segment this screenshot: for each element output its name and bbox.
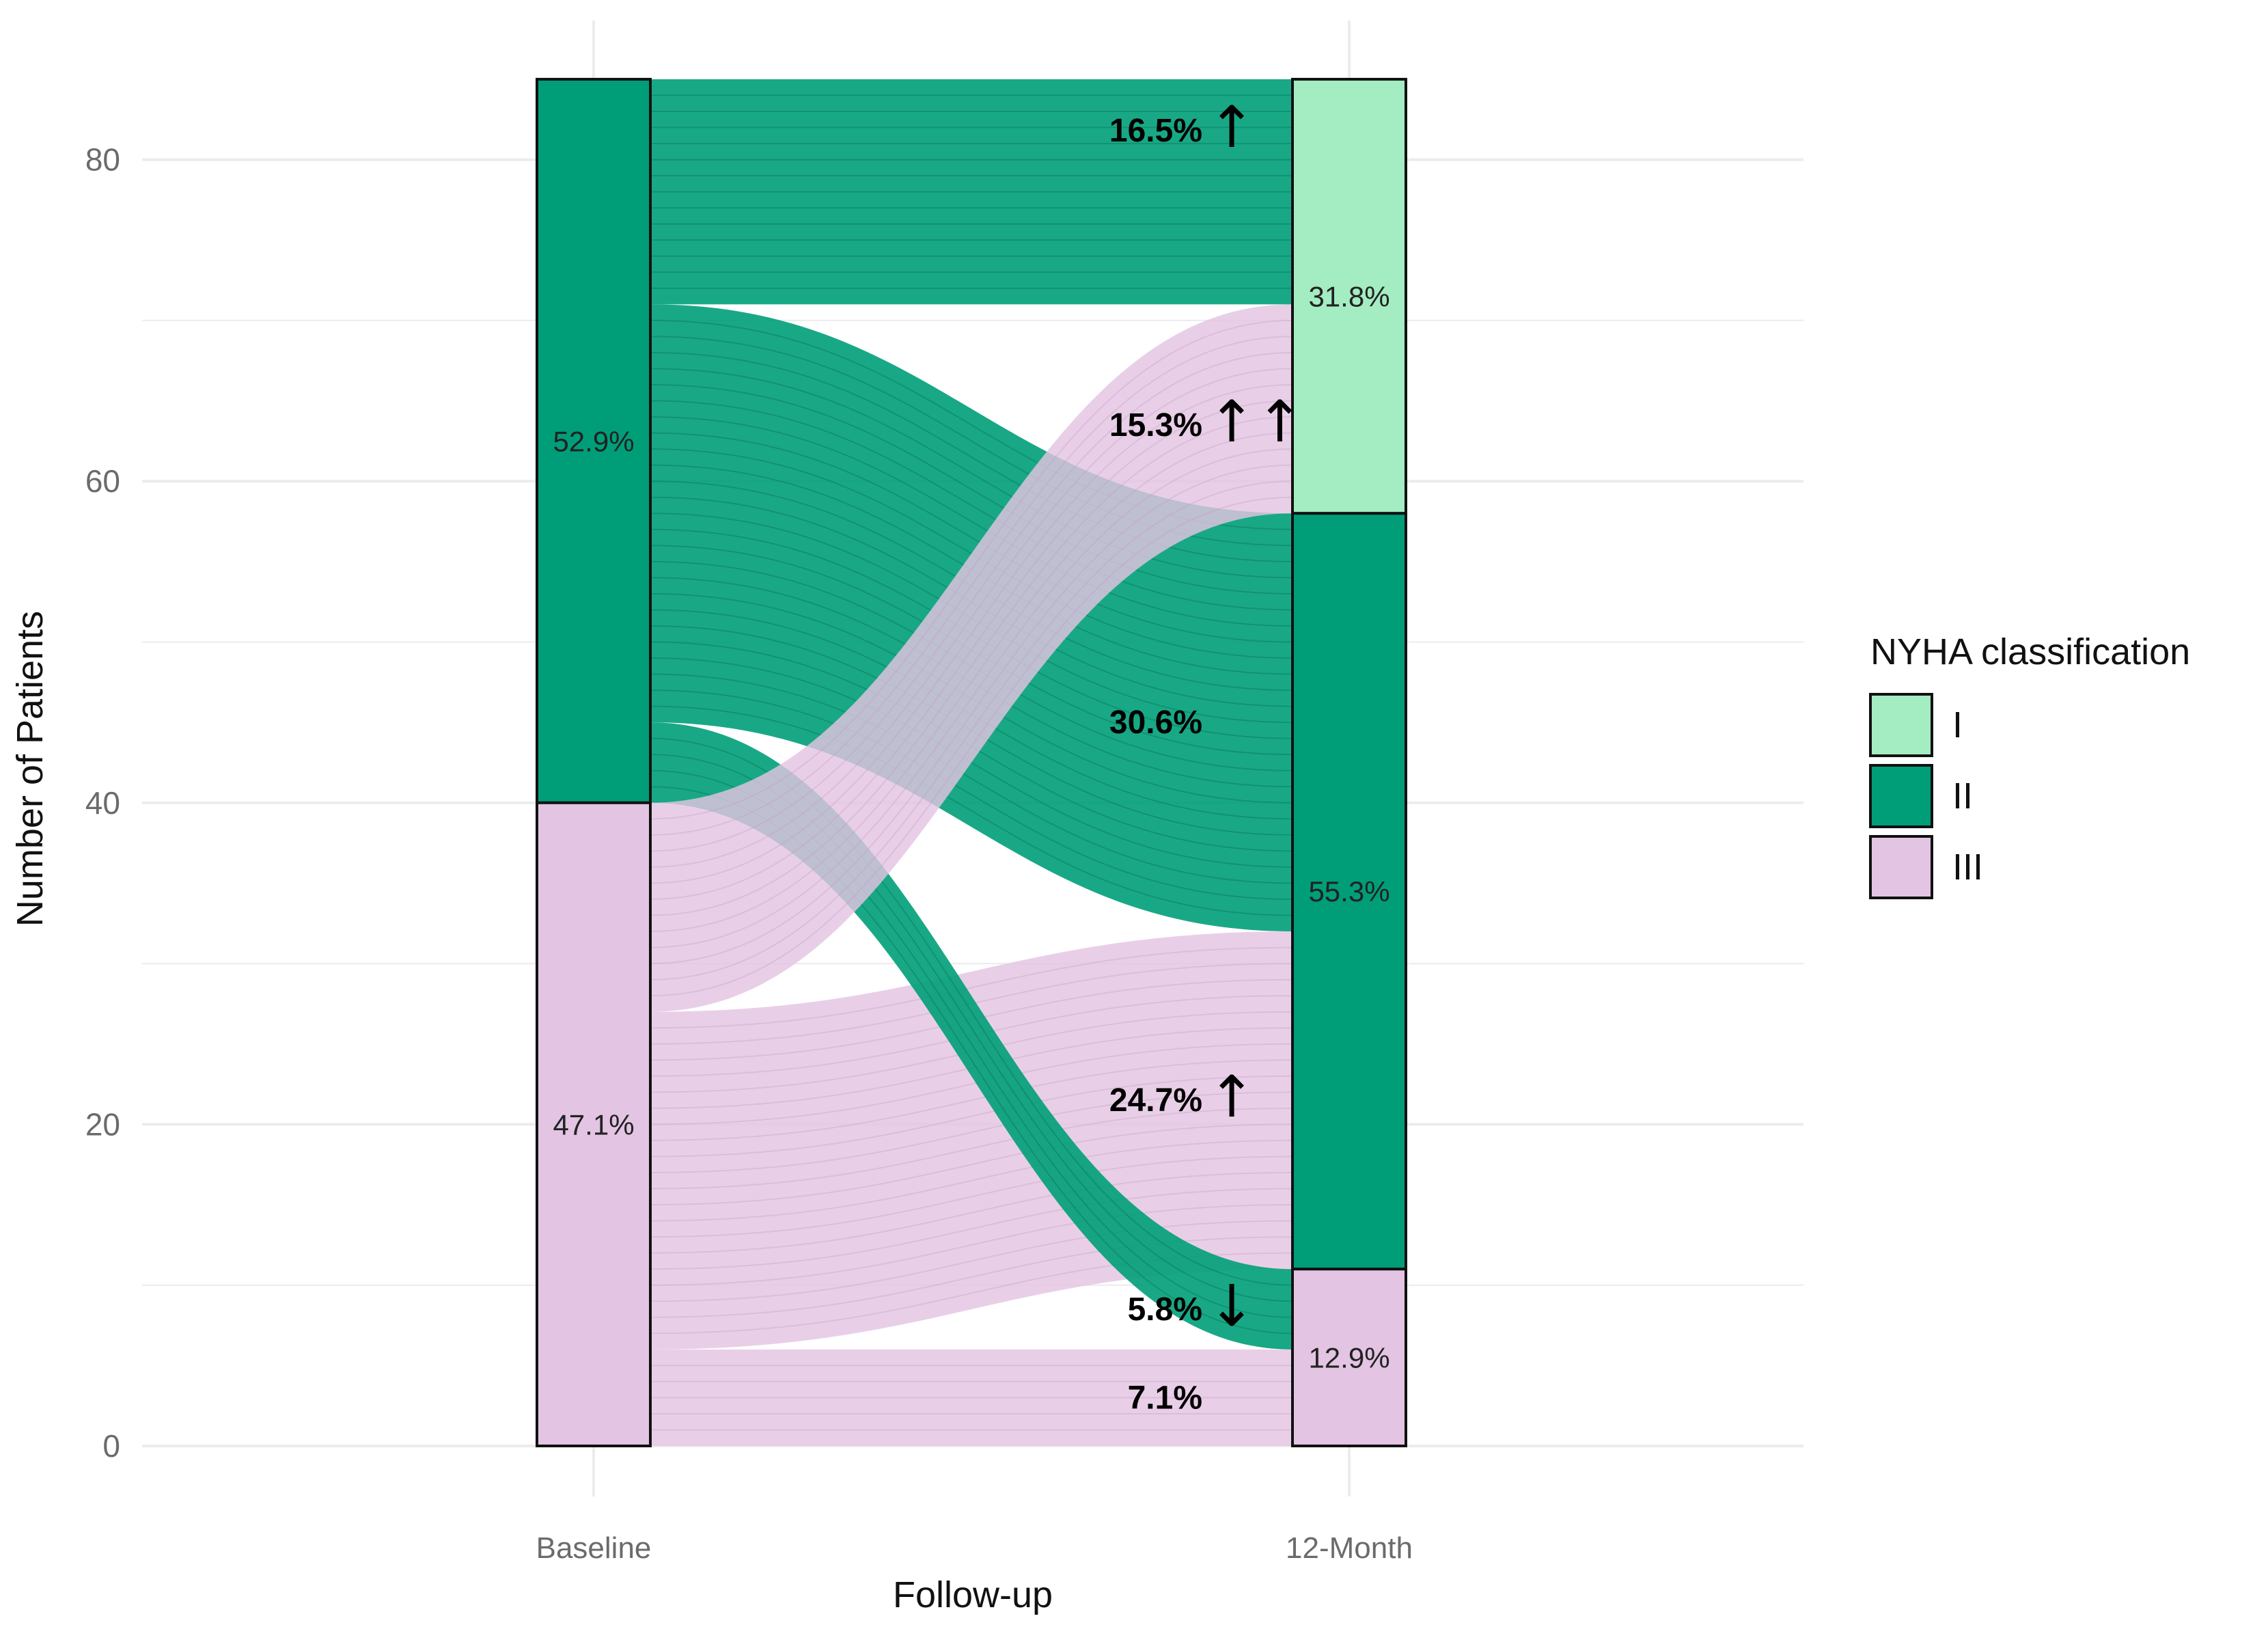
flow-label-iii-to-iii: 7.1% — [1128, 1380, 1202, 1416]
flow-strand — [650, 336, 1293, 836]
y-tick-label: 40 — [85, 785, 120, 821]
labels: 52.9%47.1%31.8%55.3%12.9%16.5% ↑15.3% ↑↑30… — [553, 94, 1389, 1416]
y-tick-label: 0 — [102, 1428, 120, 1464]
flow-ii-to-iii — [650, 722, 1292, 1350]
flow-strand — [650, 416, 1293, 627]
month12-stratum-label: 12.9% — [1308, 1342, 1389, 1374]
flow-strand — [650, 400, 1293, 611]
flow-strand — [650, 1171, 1293, 1254]
flows — [650, 79, 1293, 1446]
arrow-up-icon: ↑ — [1208, 94, 1256, 161]
flow-label-iii-to-ii: 24.7% — [1109, 1082, 1202, 1119]
legend-label-ii: II — [1952, 776, 1973, 817]
flow-strand — [650, 368, 1293, 868]
flow-strand — [650, 1156, 1293, 1238]
flow-label-iii-to-i: 15.3% — [1109, 407, 1202, 443]
flow-strand — [650, 464, 1293, 965]
flow-strand — [650, 400, 1293, 900]
flow-strand — [650, 496, 1293, 997]
baseline-stratum-label: 52.9% — [553, 425, 634, 457]
flow-iii-to-i — [650, 304, 1292, 1012]
axes: 0 20 40 60 80 Baseline 12-Month — [85, 142, 1413, 1565]
flow-strand — [650, 1220, 1293, 1302]
x-axis-title: Follow-up — [893, 1574, 1053, 1615]
y-tick-label: 60 — [85, 463, 120, 499]
y-tick-label: 20 — [85, 1106, 120, 1142]
y-axis-title: Number of Patients — [10, 611, 51, 927]
arrow-down-icon: ↓ — [1208, 1272, 1256, 1339]
flow-strand — [650, 673, 1293, 884]
flow-strand — [650, 384, 1293, 884]
baseline-stratum-iii — [536, 801, 652, 1448]
flow-strand — [650, 1043, 1293, 1125]
flow-strand — [650, 1123, 1293, 1206]
flow-strand — [650, 705, 1293, 916]
baseline-stratum-label: 47.1% — [553, 1108, 634, 1140]
flow-strand — [650, 480, 1293, 981]
flow-strand — [650, 1188, 1293, 1270]
flow-strand — [650, 384, 1293, 594]
flow-strand — [650, 737, 1293, 1286]
flow-strand — [650, 448, 1293, 948]
month12-stratum-label: 31.8% — [1308, 281, 1389, 313]
flow-label-ii-to-iii: 5.8% — [1128, 1292, 1202, 1328]
flow-label-ii-to-ii: 30.6% — [1109, 705, 1202, 741]
y-tick-label: 80 — [85, 142, 120, 178]
flow-strand — [650, 689, 1293, 900]
x-tick-label: Baseline — [536, 1531, 652, 1565]
flow-strand — [650, 432, 1293, 933]
arrow-up-icon: ↑ — [1208, 1063, 1256, 1130]
flow-strand — [650, 1059, 1293, 1141]
flow-strand — [650, 351, 1293, 562]
flow-strand — [650, 1075, 1293, 1158]
month12-stratum-i — [1291, 77, 1407, 515]
baseline-stratum-ii — [536, 77, 652, 804]
month12-stratum-label: 55.3% — [1308, 875, 1389, 907]
month12-stratum-ii — [1291, 512, 1407, 1271]
month12-stratum-iii — [1291, 1268, 1407, 1448]
flow-strand — [650, 1091, 1293, 1173]
legend-label-i: I — [1952, 705, 1963, 746]
strata — [536, 77, 1407, 1448]
legend-title: NYHA classification — [1870, 631, 2190, 672]
legend-label-iii: III — [1952, 847, 1983, 888]
flow-strand — [650, 1139, 1293, 1222]
flow-strand — [650, 432, 1293, 643]
legend-swatch-i — [1869, 693, 1933, 757]
legend-swatch-ii — [1869, 764, 1933, 828]
flow-strand — [650, 1204, 1293, 1286]
flow-strand — [650, 368, 1293, 579]
flow-ii-to-i — [650, 79, 1292, 305]
flow-strand — [650, 319, 1293, 820]
x-tick-label: 12-Month — [1286, 1531, 1413, 1565]
legend-swatch-iii — [1869, 835, 1933, 899]
arrow-up-icon: ↑↑ — [1208, 388, 1304, 455]
flow-label-ii-to-i: 16.5% — [1109, 113, 1202, 149]
flow-iii-to-iii — [650, 1349, 1292, 1446]
flow-strand — [650, 351, 1293, 852]
flow-strand — [650, 946, 1293, 1029]
flow-strand — [650, 416, 1293, 916]
flow-strand — [650, 1107, 1293, 1190]
